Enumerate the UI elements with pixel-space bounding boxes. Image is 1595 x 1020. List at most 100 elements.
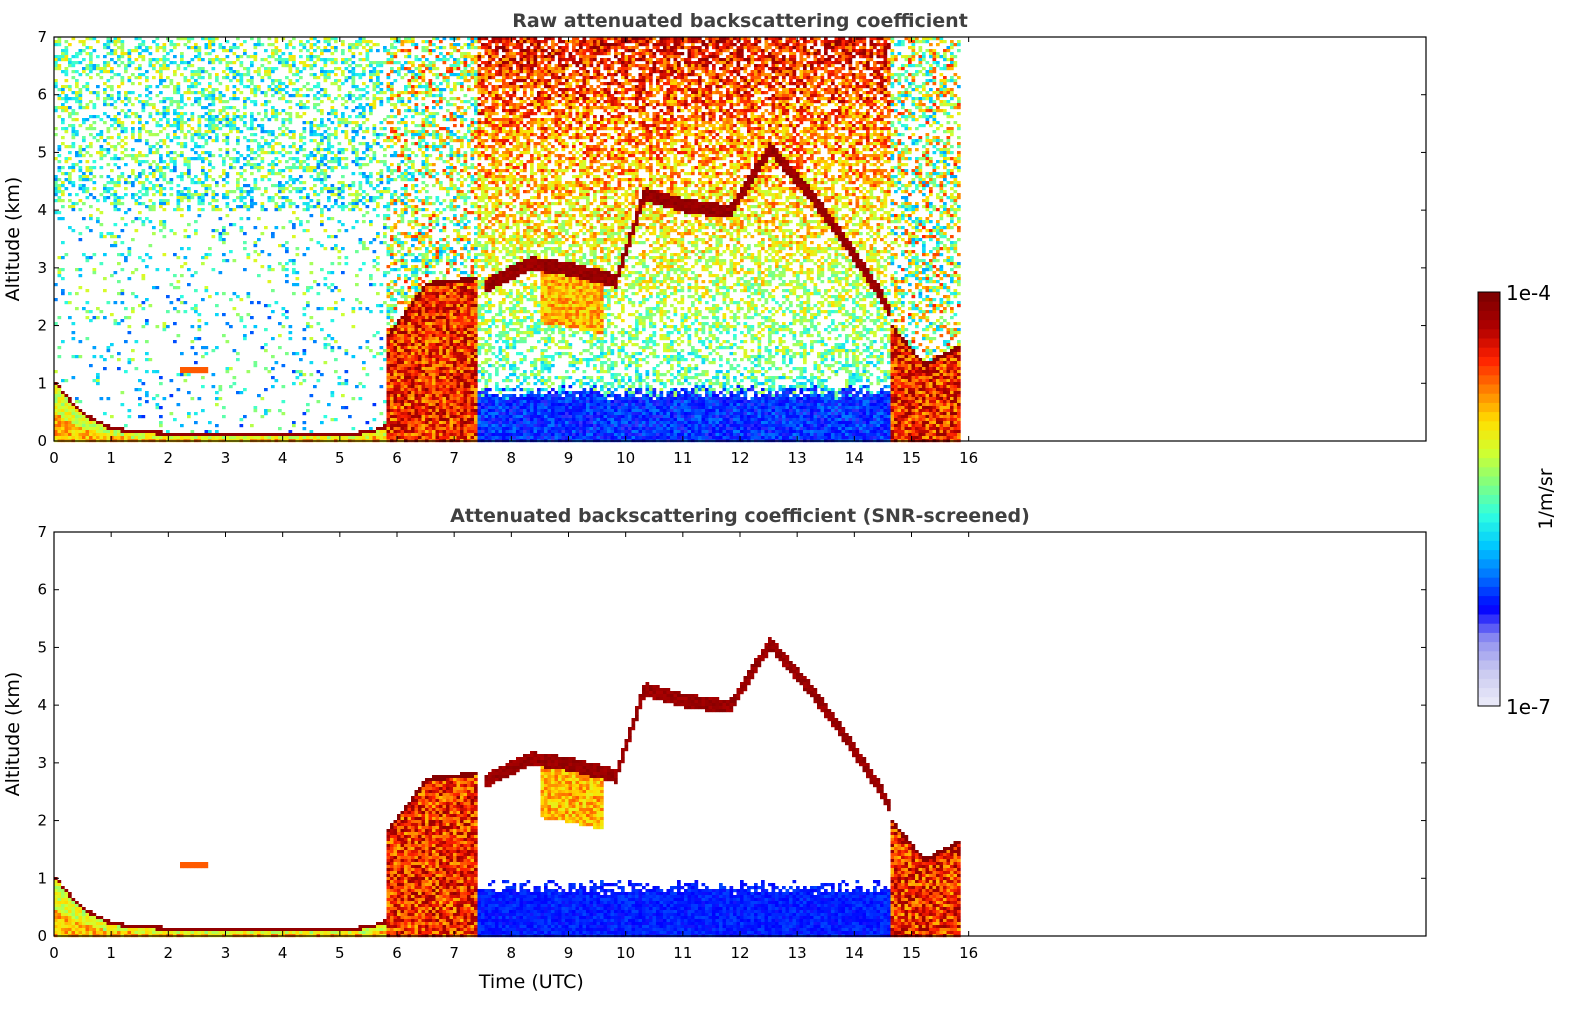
heatmap-cell-32-216 xyxy=(810,133,814,137)
heatmap-cell-0-119 xyxy=(470,37,475,41)
heatmap-cell-25-238 xyxy=(887,112,891,116)
heatmap-cell-7-158 xyxy=(607,58,611,62)
heatmap-cell-25-187 xyxy=(708,112,713,116)
heatmap-cell-11-177 xyxy=(673,70,678,74)
heatmap-cell-18-207 xyxy=(778,91,783,95)
heatmap-cell-23-70 xyxy=(299,106,303,110)
heatmap-cell-9-65 xyxy=(281,64,286,68)
heatmap-cell-2-118 xyxy=(467,43,471,47)
heatmap-cell-26-224 xyxy=(838,115,842,119)
heatmap-cell-31-256 xyxy=(950,130,954,134)
heatmap-cell-30-50 xyxy=(229,127,233,131)
heatmap-cell-8-251 xyxy=(932,61,937,65)
heatmap-cell-2-146 xyxy=(565,43,569,47)
heatmap-cell-18-98 xyxy=(397,91,401,95)
heatmap-cell-19-218 xyxy=(817,94,821,98)
heatmap-cell-29-146 xyxy=(565,124,569,128)
heatmap-cell-0-114 xyxy=(453,37,457,41)
heatmap-cell-19-62 xyxy=(271,94,275,98)
heatmap-cell-8-150 xyxy=(579,61,583,65)
heatmap-cell-28-51 xyxy=(232,121,237,125)
heatmap-cell-2-194 xyxy=(733,43,737,47)
heatmap-cell-10-206 xyxy=(775,67,779,71)
heatmap-cell-31-139 xyxy=(540,130,545,134)
heatmap-cell-32-10 xyxy=(89,133,93,137)
heatmap-cell-7-219 xyxy=(820,58,825,62)
heatmap-cell-9-87 xyxy=(358,64,363,68)
heatmap-cell-8-174 xyxy=(663,61,667,65)
heatmap-cell-22-247 xyxy=(918,103,923,107)
heatmap-cell-33-2 xyxy=(61,136,65,140)
heatmap-cell-22-245 xyxy=(911,103,916,107)
heatmap-cell-28-234 xyxy=(873,121,877,125)
heatmap-cell-7-21 xyxy=(127,58,132,62)
heatmap-cell-12-17 xyxy=(113,73,118,77)
heatmap-cell-29-75 xyxy=(316,124,321,128)
heatmap-cell-6-140 xyxy=(544,55,548,59)
heatmap-cell-28-29 xyxy=(155,121,160,125)
heatmap-cell-31-128 xyxy=(502,130,506,134)
heatmap-cell-17-110 xyxy=(439,88,443,92)
heatmap-cell-2-31 xyxy=(162,43,167,47)
heatmap-cell-3-189 xyxy=(715,46,720,50)
heatmap-cell-7-80 xyxy=(334,58,338,62)
heatmap-cell-3-228 xyxy=(852,46,856,50)
heatmap-cell-16-231 xyxy=(862,85,867,89)
heatmap-cell-8-219 xyxy=(820,61,825,65)
heatmap-cell-24-149 xyxy=(575,109,580,113)
heatmap-cell-27-192 xyxy=(726,118,730,122)
heatmap-cell-3-177 xyxy=(673,46,678,50)
heatmap-cell-25-174 xyxy=(663,112,667,116)
heatmap-cell-18-215 xyxy=(806,91,811,95)
heatmap-cell-31-146 xyxy=(565,130,569,134)
heatmap-cell-4-92 xyxy=(376,49,380,53)
heatmap-cell-28-173 xyxy=(659,121,664,125)
heatmap-cell-21-129 xyxy=(505,100,510,104)
heatmap-cell-32-242 xyxy=(901,133,905,137)
heatmap-cell-8-117 xyxy=(463,61,468,65)
heatmap-cell-26-251 xyxy=(932,115,937,119)
heatmap-cell-20-174 xyxy=(663,97,667,101)
heatmap-cell-23-237 xyxy=(883,106,888,110)
heatmap-cell-17-87 xyxy=(358,88,363,92)
heatmap-cell-28-83 xyxy=(344,121,349,125)
heatmap-cell-12-9 xyxy=(85,73,90,77)
heatmap-cell-32-132 xyxy=(516,133,520,137)
heatmap-cell-32-22 xyxy=(131,133,135,137)
heatmap-cell-12-121 xyxy=(477,73,482,77)
heatmap-cell-1-25 xyxy=(141,40,146,44)
heatmap-cell-13-213 xyxy=(799,76,804,80)
heatmap-cell-29-59 xyxy=(260,124,265,128)
heatmap-cell-17-142 xyxy=(551,88,555,92)
heatmap-cell-30-44 xyxy=(208,127,212,131)
heatmap-cell-17-205 xyxy=(771,88,776,92)
heatmap-cell-22-128 xyxy=(502,103,506,107)
heatmap-cell-14-38 xyxy=(187,79,191,83)
heatmap-cell-31-192 xyxy=(726,130,730,134)
heatmap-cell-29-222 xyxy=(831,124,835,128)
heatmap-cell-4-156 xyxy=(600,49,604,53)
heatmap-cell-24-187 xyxy=(708,109,713,113)
heatmap-cell-4-72 xyxy=(306,49,310,53)
heatmap-cell-28-187 xyxy=(708,121,713,125)
heatmap-cell-24-122 xyxy=(481,109,485,113)
heatmap-cell-7-191 xyxy=(722,58,727,62)
heatmap-cell-0-166 xyxy=(635,37,639,41)
heatmap-cell-9-183 xyxy=(694,64,699,68)
heatmap-cell-4-135 xyxy=(526,49,531,53)
heatmap-cell-29-217 xyxy=(813,124,818,128)
heatmap-cell-4-200 xyxy=(754,49,758,53)
heatmap-cell-18-143 xyxy=(554,91,559,95)
heatmap-cell-21-188 xyxy=(712,100,716,104)
heatmap-cell-11-58 xyxy=(257,70,261,74)
heatmap-cell-11-67 xyxy=(288,70,293,74)
heatmap-cell-32-137 xyxy=(533,133,538,137)
heatmap-cell-15-40 xyxy=(194,82,198,86)
heatmap-cell-23-233 xyxy=(869,106,874,110)
heatmap-cell-12-129 xyxy=(505,73,510,77)
heatmap-cell-15-104 xyxy=(418,82,422,86)
heatmap-cell-20-45 xyxy=(211,97,216,101)
heatmap-cell-13-218 xyxy=(817,76,821,80)
heatmap-cell-26-100 xyxy=(404,115,408,119)
heatmap-cell-19-147 xyxy=(568,94,573,98)
